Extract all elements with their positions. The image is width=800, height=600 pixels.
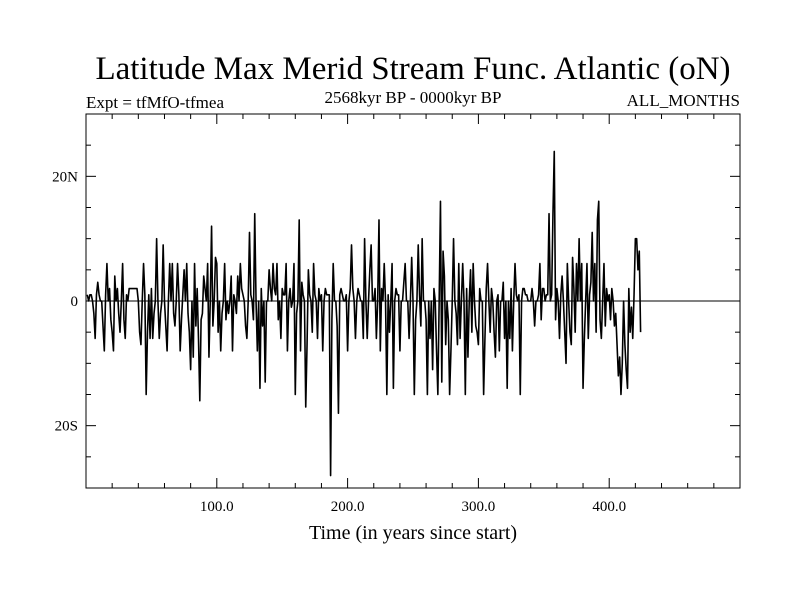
y-tick-label: 20N <box>52 169 78 185</box>
subtitle-center: 2568kyr BP - 0000kyr BP <box>325 88 502 107</box>
subtitle-left: Expt = tfMfO-tfmea <box>86 93 224 112</box>
x-tick-label: 200.0 <box>331 499 365 515</box>
subtitle-right: ALL_MONTHS <box>627 91 740 110</box>
y-tick-label: 20S <box>55 419 78 435</box>
x-tick-label: 100.0 <box>200 499 234 515</box>
x-tick-label: 300.0 <box>462 499 496 515</box>
chart-title: Latitude Max Merid Stream Func. Atlantic… <box>95 51 730 87</box>
x-tick-label: 400.0 <box>592 499 626 515</box>
series-line <box>86 150 642 477</box>
y-tick-label: 0 <box>71 294 79 310</box>
x-axis-label: Time (in years since start) <box>309 522 517 544</box>
